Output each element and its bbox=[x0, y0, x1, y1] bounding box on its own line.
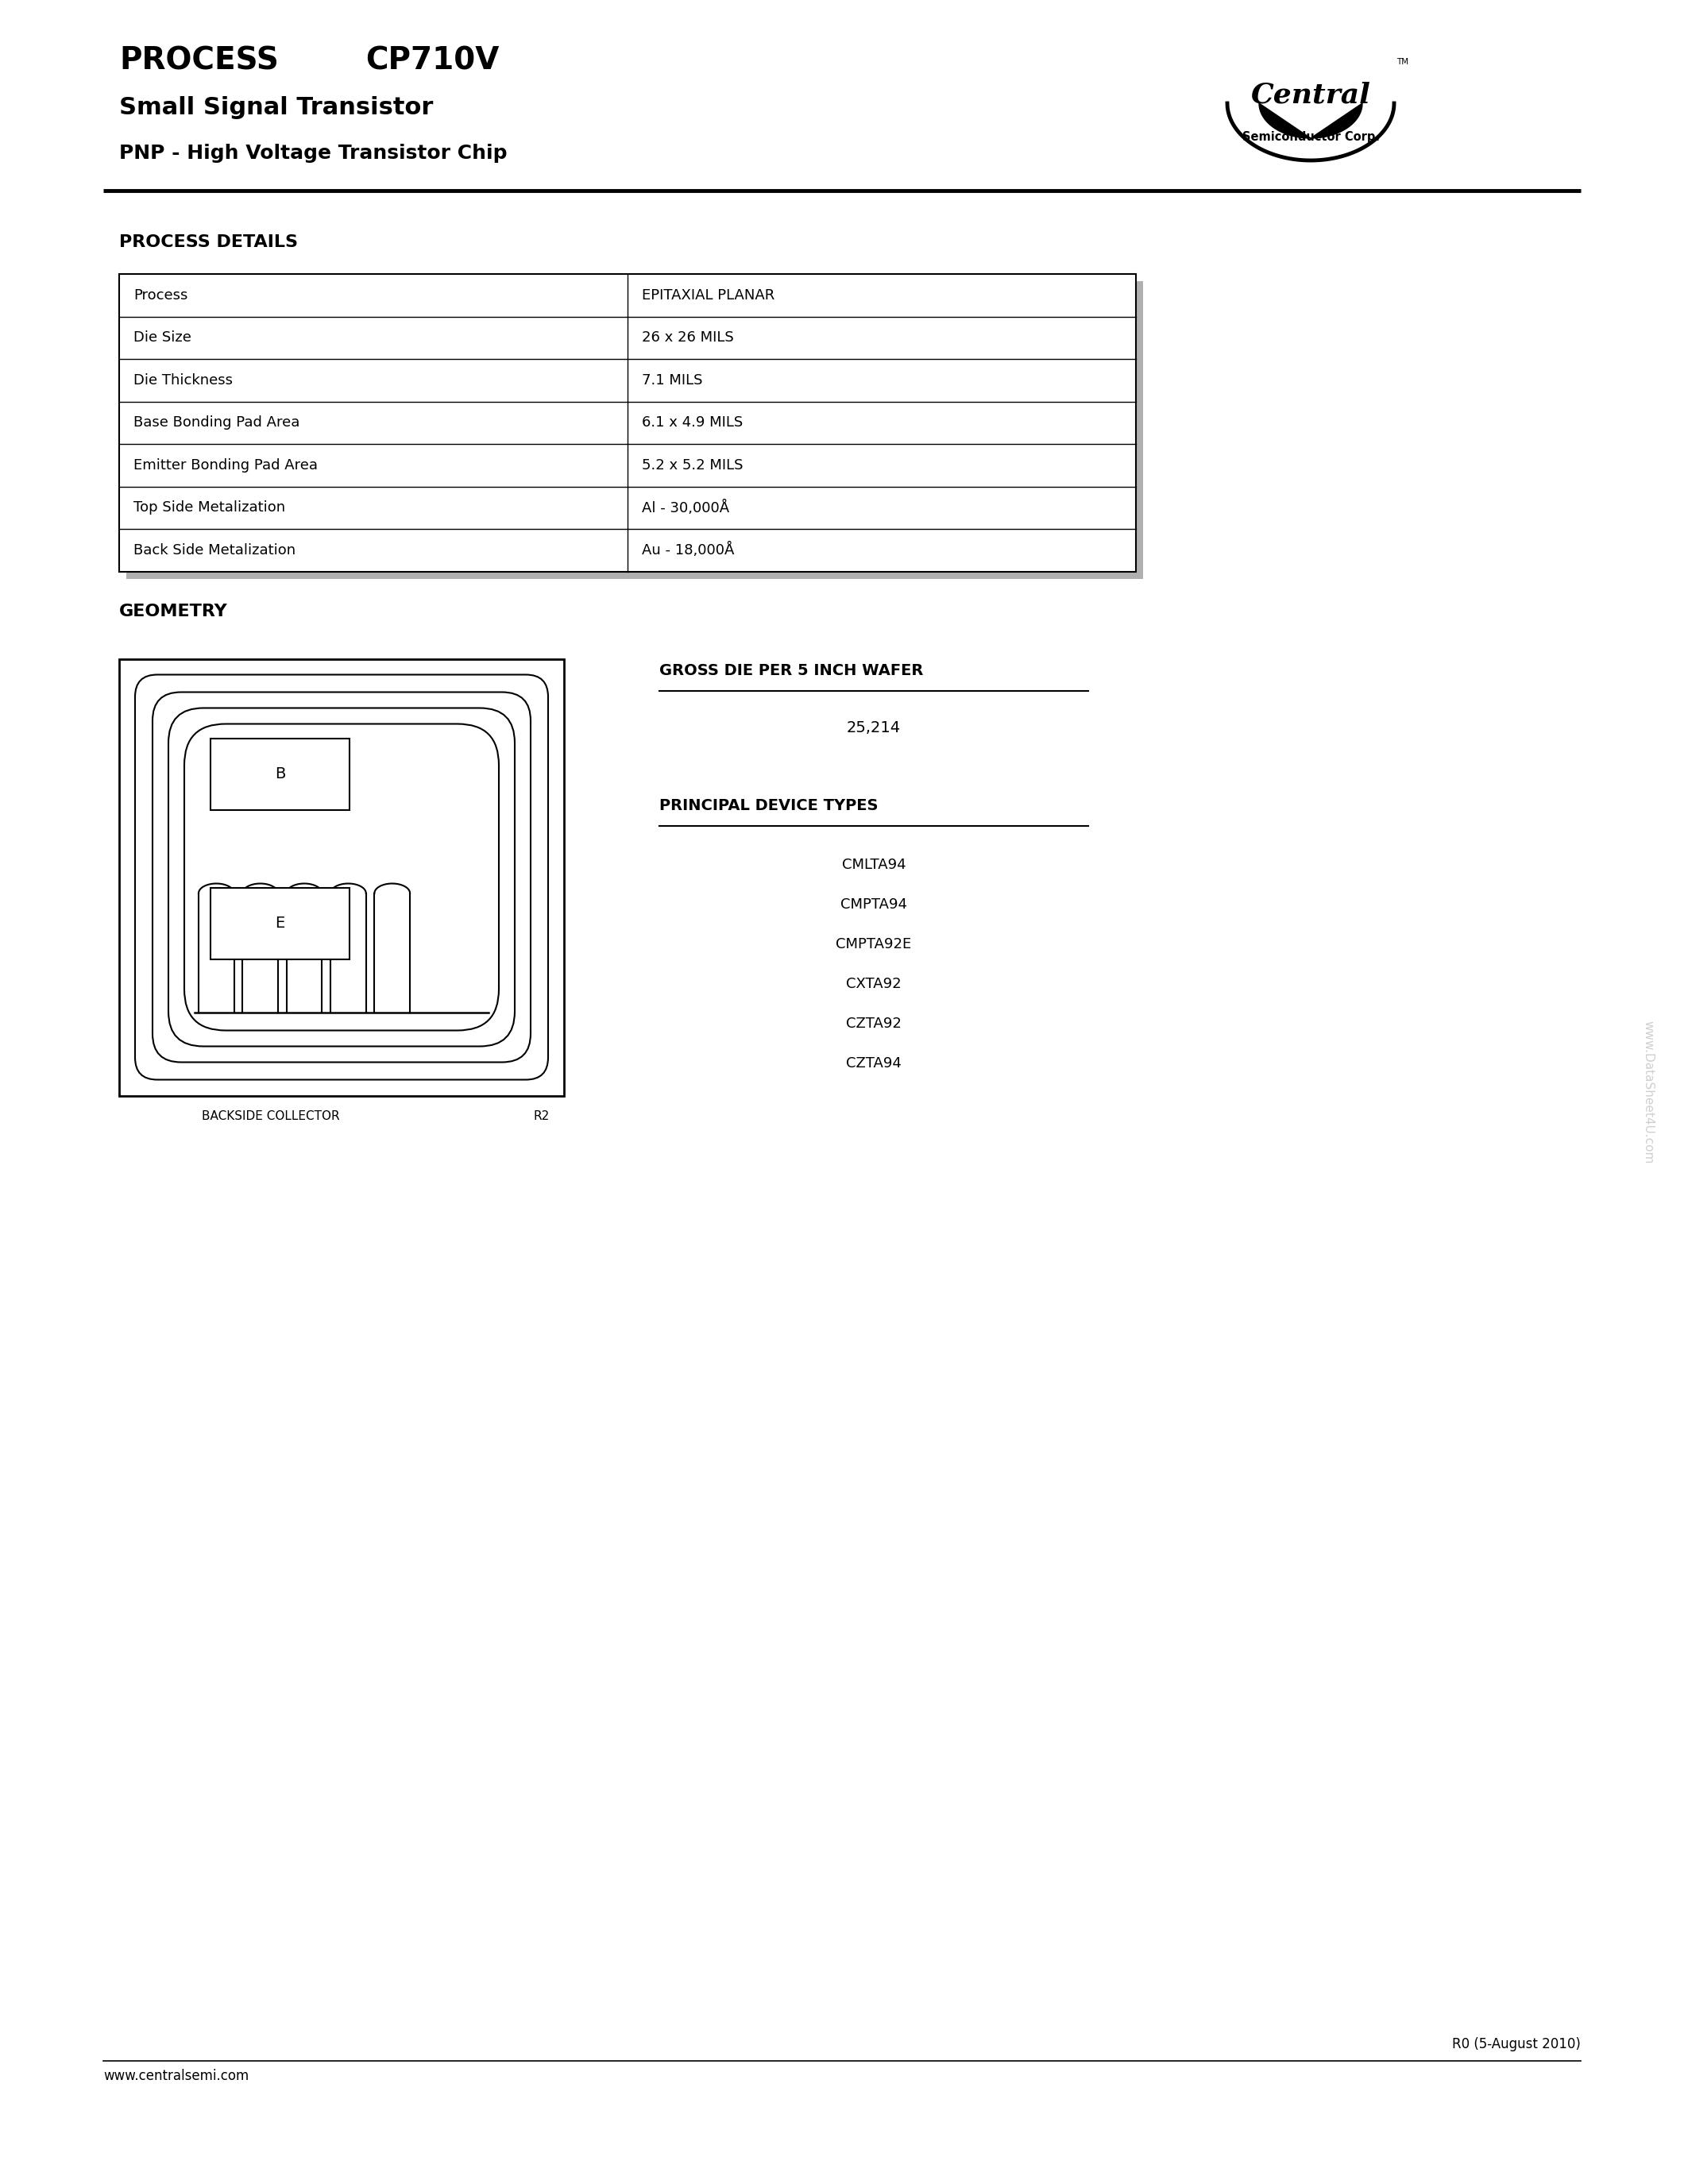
Text: 25,214: 25,214 bbox=[847, 721, 901, 736]
Text: Au - 18,000Å: Au - 18,000Å bbox=[641, 542, 734, 557]
Text: Die Size: Die Size bbox=[133, 330, 191, 345]
Text: BACKSIDE COLLECTOR: BACKSIDE COLLECTOR bbox=[201, 1109, 339, 1123]
Text: B: B bbox=[275, 767, 285, 782]
Text: Central: Central bbox=[1251, 81, 1371, 109]
Text: EPITAXIAL PLANAR: EPITAXIAL PLANAR bbox=[641, 288, 775, 301]
Bar bbox=[127, 282, 1143, 579]
Text: R0 (5-August 2010): R0 (5-August 2010) bbox=[1452, 2038, 1580, 2051]
Polygon shape bbox=[1259, 103, 1362, 138]
Text: 26 x 26 MILS: 26 x 26 MILS bbox=[641, 330, 734, 345]
Bar bbox=[120, 660, 564, 1096]
Text: PRINCIPAL DEVICE TYPES: PRINCIPAL DEVICE TYPES bbox=[660, 797, 878, 812]
Text: Emitter Bonding Pad Area: Emitter Bonding Pad Area bbox=[133, 459, 317, 472]
Text: Semiconductor Corp.: Semiconductor Corp. bbox=[1242, 131, 1379, 142]
Text: PROCESS DETAILS: PROCESS DETAILS bbox=[120, 234, 297, 251]
Text: E: E bbox=[275, 915, 285, 930]
Text: 5.2 x 5.2 MILS: 5.2 x 5.2 MILS bbox=[641, 459, 743, 472]
Text: Base Bonding Pad Area: Base Bonding Pad Area bbox=[133, 415, 300, 430]
Bar bbox=[211, 887, 349, 959]
Text: CP710V: CP710V bbox=[365, 46, 500, 76]
Text: CZTA92: CZTA92 bbox=[846, 1016, 901, 1031]
Text: CMPTA94: CMPTA94 bbox=[841, 898, 906, 911]
Text: Small Signal Transistor: Small Signal Transistor bbox=[120, 96, 434, 120]
Text: CXTA92: CXTA92 bbox=[846, 976, 901, 992]
Text: www.DataSheet4U.com: www.DataSheet4U.com bbox=[1642, 1020, 1654, 1164]
Text: Al - 30,000Å: Al - 30,000Å bbox=[641, 500, 729, 515]
Text: www.centralsemi.com: www.centralsemi.com bbox=[103, 2068, 248, 2084]
Text: PROCESS: PROCESS bbox=[120, 46, 279, 76]
Bar bbox=[120, 273, 1136, 572]
Text: Top Side Metalization: Top Side Metalization bbox=[133, 500, 285, 515]
Text: Die Thickness: Die Thickness bbox=[133, 373, 233, 387]
Text: CMLTA94: CMLTA94 bbox=[842, 858, 906, 871]
Text: 7.1 MILS: 7.1 MILS bbox=[641, 373, 702, 387]
Bar bbox=[211, 738, 349, 810]
Text: GEOMETRY: GEOMETRY bbox=[120, 603, 228, 618]
Text: CZTA94: CZTA94 bbox=[846, 1055, 901, 1070]
Text: CMPTA92E: CMPTA92E bbox=[836, 937, 912, 950]
Text: 6.1 x 4.9 MILS: 6.1 x 4.9 MILS bbox=[641, 415, 743, 430]
Text: GROSS DIE PER 5 INCH WAFER: GROSS DIE PER 5 INCH WAFER bbox=[660, 662, 923, 677]
Text: R2: R2 bbox=[533, 1109, 550, 1123]
Text: Back Side Metalization: Back Side Metalization bbox=[133, 544, 295, 557]
Text: PNP - High Voltage Transistor Chip: PNP - High Voltage Transistor Chip bbox=[120, 144, 506, 164]
Text: Process: Process bbox=[133, 288, 187, 301]
Text: TM: TM bbox=[1396, 59, 1408, 66]
